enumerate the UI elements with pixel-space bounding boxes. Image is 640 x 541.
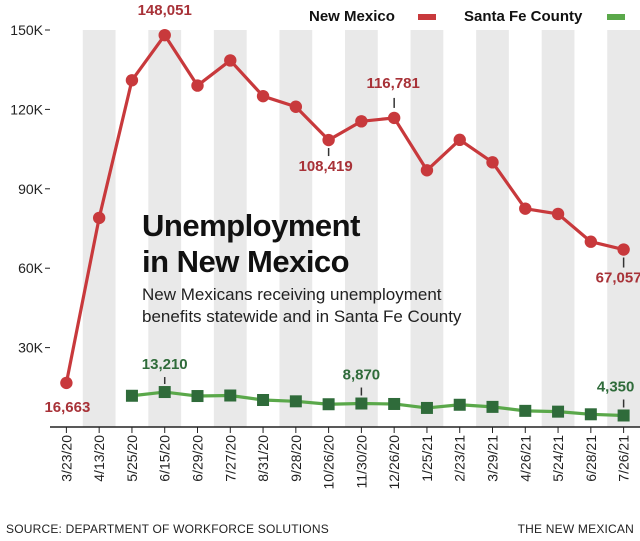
- data-point-santa-fe-county: [355, 397, 368, 410]
- data-point-santa-fe-county: [617, 409, 630, 422]
- data-point-santa-fe-county: [519, 404, 532, 417]
- data-point-santa-fe-county: [388, 397, 401, 410]
- data-point-santa-fe-county: [453, 398, 466, 411]
- data-label: 13,210: [142, 356, 188, 373]
- data-point-new-mexico: [60, 376, 73, 390]
- grid-band: [345, 30, 378, 427]
- x-tick-label: 2/23/21: [452, 435, 468, 482]
- legend: New Mexico Santa Fe County: [309, 8, 625, 25]
- data-point-santa-fe-county: [420, 401, 433, 414]
- data-label: 67,057: [596, 270, 640, 287]
- data-point-new-mexico: [486, 156, 499, 169]
- legend-swatch-santa-fe-county: [607, 14, 625, 20]
- x-tick-label: 3/23/20: [58, 435, 74, 482]
- x-tick-label: 5/24/21: [550, 435, 566, 482]
- data-point-new-mexico: [224, 54, 237, 67]
- legend-label-santa-fe-county: Santa Fe County: [464, 8, 583, 25]
- x-tick-label: 4/13/20: [91, 435, 107, 482]
- x-tick-label: 12/26/20: [386, 435, 402, 490]
- x-tick-label: 10/26/20: [321, 435, 337, 490]
- grid-band: [607, 30, 640, 427]
- series-group: [60, 28, 630, 422]
- y-tick-label: 120K: [10, 101, 43, 117]
- y-axis-ticks: 30K 60K 90K 120K 150K: [10, 22, 50, 356]
- data-point-new-mexico: [322, 133, 335, 147]
- data-point-santa-fe-county: [224, 389, 237, 402]
- data-label: 116,781: [366, 75, 419, 92]
- data-label: 148,051: [138, 2, 192, 19]
- x-tick-label: 4/26/21: [517, 435, 533, 482]
- x-tick-label: 1/25/21: [419, 435, 435, 482]
- x-tick-label: 7/27/20: [222, 435, 238, 482]
- data-labels: 16,663 148,051 108,419 116,781 67,057 13,210 8…: [44, 2, 640, 416]
- x-tick-label: 3/29/21: [485, 435, 501, 482]
- y-tick-label: 30K: [18, 340, 44, 356]
- grid-bands: [82, 30, 640, 427]
- chart-title-line-2: in New Mexico: [142, 244, 349, 279]
- chart-subtitle-line-1: New Mexicans receiving unemployment: [142, 285, 442, 304]
- series-line-santa-fe-county: [131, 390, 624, 418]
- data-point-new-mexico: [420, 164, 434, 177]
- data-point-santa-fe-county: [191, 390, 204, 403]
- x-tick-label: 9/28/20: [288, 435, 304, 482]
- x-tick-label: 6/28/21: [583, 435, 599, 482]
- data-point-santa-fe-county: [158, 386, 171, 399]
- data-point-new-mexico: [289, 100, 303, 113]
- data-point-santa-fe-county: [125, 389, 138, 402]
- data-point-new-mexico: [617, 243, 630, 256]
- chart-subtitle-line-2: benefits statewide and in Santa Fe Count…: [142, 307, 462, 326]
- x-tick-label: 6/29/20: [190, 435, 206, 482]
- data-point-new-mexico: [191, 79, 204, 92]
- x-tick-label: 5/25/20: [124, 435, 140, 482]
- data-point-santa-fe-county: [486, 400, 499, 413]
- data-point-new-mexico: [551, 207, 565, 221]
- legend-swatch-new-mexico: [418, 14, 436, 20]
- data-point-new-mexico: [387, 111, 401, 125]
- data-label: 108,419: [298, 158, 352, 175]
- data-point-santa-fe-county: [584, 408, 597, 421]
- data-point-new-mexico: [256, 89, 270, 103]
- chart-title-block: Unemployment in New Mexico New Mexicans …: [142, 208, 462, 326]
- data-point-santa-fe-county: [257, 394, 270, 407]
- chart-title-line-1: Unemployment: [142, 208, 360, 243]
- y-tick-label: 60K: [18, 260, 44, 276]
- x-tick-label: 7/26/21: [616, 435, 632, 482]
- x-tick-label: 8/31/20: [255, 435, 271, 482]
- x-axis-ticks: 3/23/20 4/13/20 5/25/20 6/15/20 6/29/20 7/27/…: [58, 427, 632, 490]
- data-point-new-mexico: [453, 133, 466, 147]
- data-label: 8,870: [343, 367, 381, 384]
- grid-band: [82, 30, 116, 427]
- data-point-new-mexico: [92, 211, 106, 225]
- data-point-santa-fe-county: [289, 395, 302, 408]
- data-point-new-mexico: [584, 235, 598, 248]
- grid-band: [148, 30, 182, 427]
- publisher-credit: THE NEW MEXICAN: [518, 522, 634, 536]
- data-point-new-mexico: [519, 202, 532, 215]
- x-tick-label: 6/15/20: [157, 435, 173, 482]
- data-label: 16,663: [44, 399, 90, 416]
- data-label: 4,350: [597, 378, 635, 395]
- grid-band: [541, 30, 575, 427]
- source-note: SOURCE: DEPARTMENT OF WORKFORCE SOLUTION…: [6, 522, 329, 536]
- y-tick-label: 90K: [18, 181, 44, 197]
- data-point-santa-fe-county: [552, 405, 565, 418]
- grid-band: [213, 30, 247, 427]
- grid-band: [410, 30, 444, 427]
- data-point-santa-fe-county: [322, 398, 335, 411]
- data-point-new-mexico: [125, 74, 139, 87]
- y-tick-label: 150K: [10, 22, 43, 38]
- grid-band: [476, 30, 509, 427]
- data-point-new-mexico: [158, 28, 171, 42]
- data-point-new-mexico: [355, 115, 368, 128]
- legend-label-new-mexico: New Mexico: [309, 8, 395, 25]
- grid-band: [279, 30, 313, 427]
- x-tick-label: 11/30/20: [353, 435, 369, 489]
